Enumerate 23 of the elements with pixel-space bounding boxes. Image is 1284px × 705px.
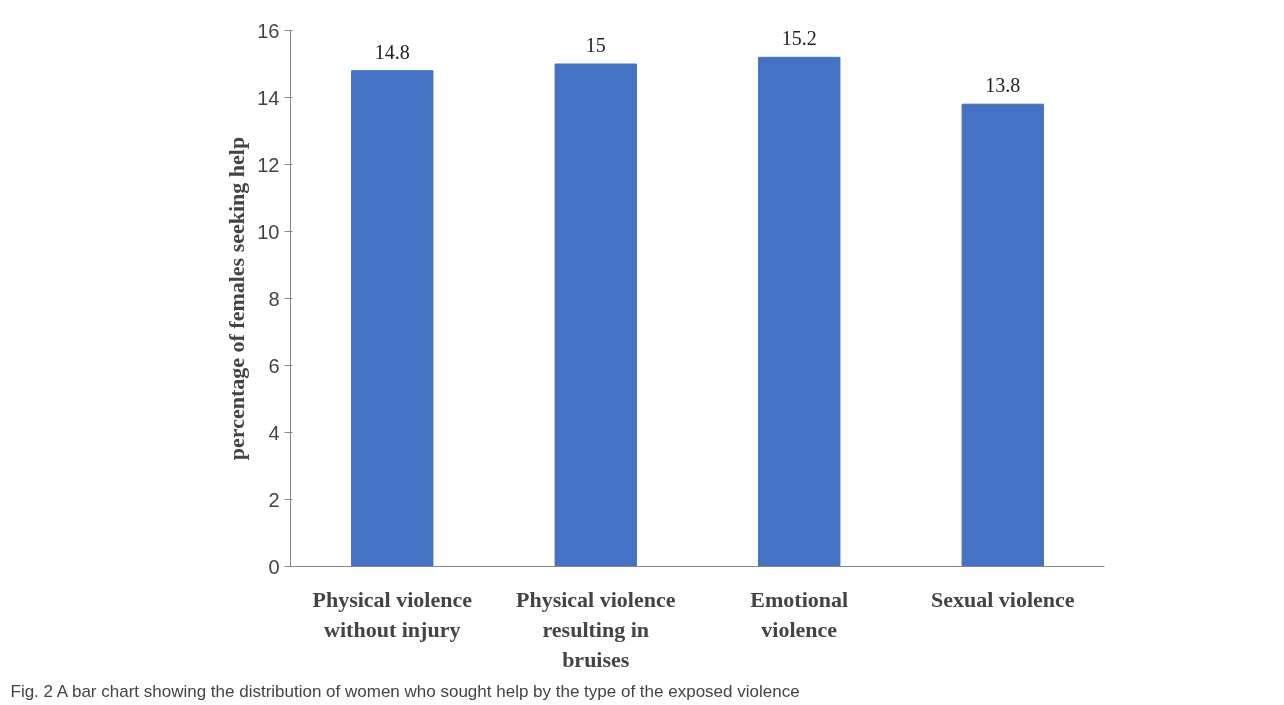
y-tick-label: 0 — [268, 555, 280, 578]
y-tick-label: 8 — [268, 287, 280, 310]
y-tick-label: 10 — [257, 220, 280, 243]
y-axis-title: percentage of females seeking help — [224, 136, 250, 461]
y-tick-label: 14 — [257, 86, 280, 109]
y-tick-label: 16 — [257, 19, 280, 42]
x-tick-label: Physical violence without injury — [312, 586, 473, 642]
data-label: 15.2 — [781, 27, 817, 50]
y-tick-label: 12 — [257, 153, 280, 176]
bar — [961, 103, 1044, 567]
bar — [554, 63, 637, 567]
y-tick-label: 2 — [268, 488, 280, 511]
x-tick-label: Emotional violence — [750, 586, 849, 642]
x-tick-label: Sexual violence — [930, 586, 1075, 612]
data-label: 14.8 — [374, 40, 410, 63]
y-tick-label: 4 — [268, 421, 280, 444]
data-label: 13.8 — [985, 74, 1021, 97]
data-label: 15 — [585, 34, 606, 56]
bar — [758, 56, 841, 567]
y-tick-label: 6 — [268, 354, 280, 377]
bar — [351, 70, 434, 567]
caption: Fig. 2 A bar chart showing the distribution of women who sought help by the type of the exposed violence — [10, 681, 800, 701]
x-tick-label: Physical violence resulting in bruises — [516, 586, 676, 672]
